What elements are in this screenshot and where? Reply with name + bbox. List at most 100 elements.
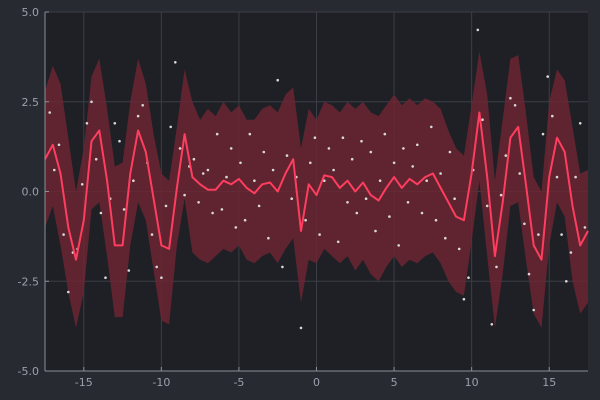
data-point-84 xyxy=(439,172,442,175)
data-point-11 xyxy=(99,211,103,215)
data-point-57 xyxy=(313,136,317,139)
data-point-41 xyxy=(239,161,242,165)
data-point-74 xyxy=(392,161,396,165)
mean-path xyxy=(44,111,589,261)
data-point-66 xyxy=(355,211,359,215)
data-point-7 xyxy=(80,183,84,186)
data-point-93 xyxy=(481,118,484,121)
y-tick-label-3: 2.5 xyxy=(22,96,40,109)
data-point-70 xyxy=(374,229,377,233)
axes xyxy=(44,11,588,372)
data-point-81 xyxy=(425,179,429,182)
data-point-20 xyxy=(141,104,144,107)
data-point-52 xyxy=(290,197,294,200)
data-point-48 xyxy=(271,168,275,172)
x-tick-label-0: -15 xyxy=(75,376,93,389)
x-tick-label-3: 0 xyxy=(313,376,320,389)
data-point-79 xyxy=(416,143,419,147)
data-point-65 xyxy=(350,157,354,161)
data-point-89 xyxy=(462,297,466,301)
data-point-19 xyxy=(136,114,140,118)
data-point-88 xyxy=(457,247,461,251)
data-point-46 xyxy=(262,150,266,154)
data-point-31 xyxy=(192,157,196,161)
data-point-54 xyxy=(299,326,303,330)
data-point-0 xyxy=(48,111,51,114)
x-tick-labels: -15 -10 -5 0 5 10 15 xyxy=(75,376,556,389)
x-tick-label-2: -5 xyxy=(233,376,244,389)
data-point-1 xyxy=(53,168,56,172)
data-point-35 xyxy=(211,211,214,215)
data-point-71 xyxy=(378,179,382,182)
data-point-18 xyxy=(132,179,135,182)
data-point-14 xyxy=(113,122,117,125)
y-tick-label-4: 5.0 xyxy=(22,6,40,19)
mean-line xyxy=(44,111,589,261)
data-point-92 xyxy=(476,28,480,32)
data-point-69 xyxy=(369,150,373,154)
data-point-38 xyxy=(225,175,228,179)
data-point-76 xyxy=(402,147,405,150)
data-point-108 xyxy=(551,114,554,118)
data-point-111 xyxy=(565,280,568,283)
data-point-33 xyxy=(201,172,205,175)
data-point-80 xyxy=(420,211,424,215)
data-point-61 xyxy=(332,168,335,172)
data-point-59 xyxy=(323,179,326,182)
data-point-106 xyxy=(541,132,545,136)
x-tick-label-4: 5 xyxy=(391,376,398,389)
data-point-29 xyxy=(183,193,186,197)
data-point-90 xyxy=(467,276,470,280)
data-point-45 xyxy=(257,204,261,208)
data-point-99 xyxy=(509,96,512,100)
data-point-78 xyxy=(411,165,415,168)
data-point-34 xyxy=(206,168,210,172)
data-point-96 xyxy=(495,265,498,269)
data-point-77 xyxy=(406,201,410,204)
data-point-107 xyxy=(546,75,549,78)
data-point-75 xyxy=(397,244,401,247)
data-point-114 xyxy=(578,122,582,125)
data-point-32 xyxy=(197,201,200,204)
data-point-8 xyxy=(85,122,89,125)
data-point-50 xyxy=(281,265,284,269)
data-point-15 xyxy=(118,139,121,143)
data-point-58 xyxy=(318,233,321,236)
data-point-102 xyxy=(523,222,526,226)
data-point-98 xyxy=(504,154,508,157)
data-point-42 xyxy=(243,218,247,222)
data-point-83 xyxy=(434,218,438,222)
y-tick-labels: -5.0 -2.5 0.0 2.5 5.0 xyxy=(18,6,39,378)
data-point-82 xyxy=(430,125,433,129)
data-point-12 xyxy=(104,276,107,280)
data-point-95 xyxy=(490,323,494,326)
data-point-25 xyxy=(164,204,168,208)
data-point-73 xyxy=(388,215,391,218)
data-point-51 xyxy=(285,154,289,157)
data-point-26 xyxy=(169,125,172,129)
y-tick-label-0: -5.0 xyxy=(18,365,39,378)
data-point-3 xyxy=(62,233,65,236)
data-point-16 xyxy=(122,208,126,211)
observed-points xyxy=(48,28,587,330)
data-point-109 xyxy=(555,175,559,179)
data-point-27 xyxy=(174,61,177,64)
data-point-110 xyxy=(560,233,563,236)
data-point-4 xyxy=(67,290,70,294)
data-point-85 xyxy=(444,236,447,240)
data-point-44 xyxy=(253,179,256,182)
data-point-24 xyxy=(160,276,163,280)
data-point-10 xyxy=(94,157,98,161)
data-point-40 xyxy=(234,226,238,229)
data-point-100 xyxy=(513,104,517,107)
data-point-68 xyxy=(364,197,368,200)
data-point-28 xyxy=(178,147,182,150)
confidence-band xyxy=(45,51,588,328)
data-point-72 xyxy=(383,132,387,136)
data-point-23 xyxy=(155,265,158,269)
data-point-112 xyxy=(569,251,573,254)
data-point-105 xyxy=(537,233,540,236)
data-point-47 xyxy=(267,236,270,240)
data-point-2 xyxy=(57,143,61,147)
